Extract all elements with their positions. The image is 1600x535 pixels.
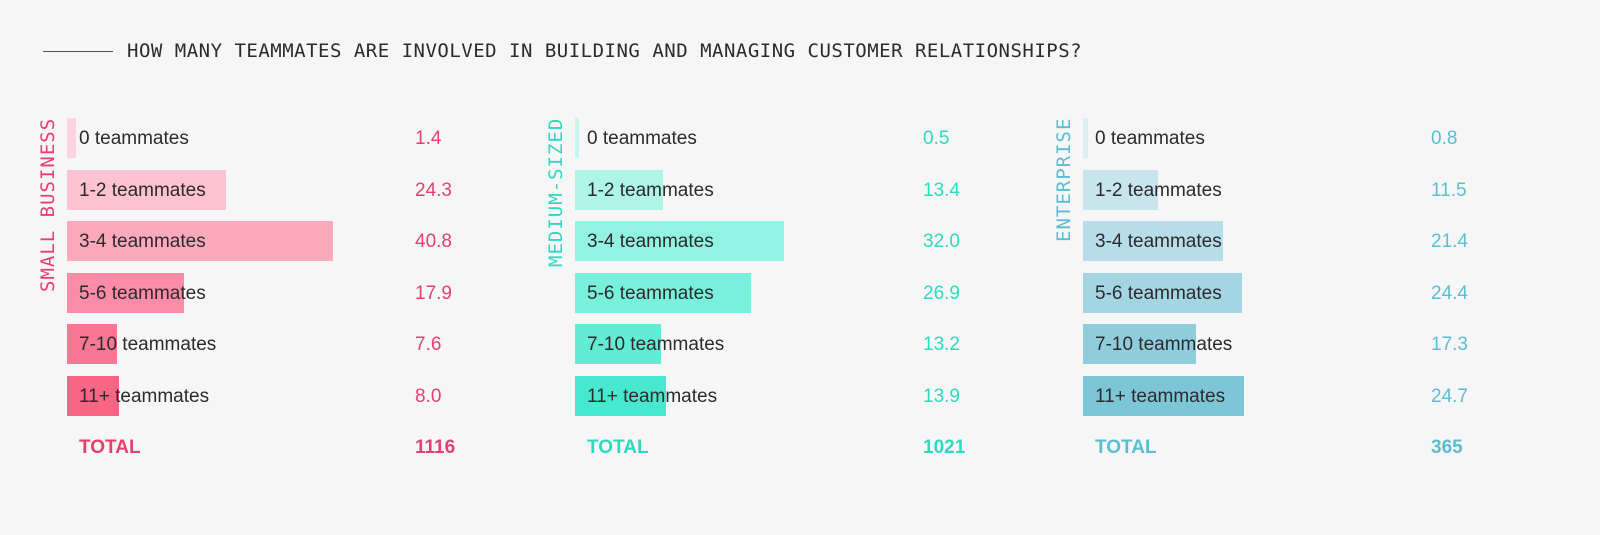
value-label: 24.3: [415, 179, 452, 201]
value-label: 0.5: [923, 128, 950, 149]
category-label: 1-2 teammates: [1095, 179, 1222, 201]
category-label: 1-2 teammates: [79, 179, 206, 201]
bar-row: 1-2 teammates 24.3: [67, 169, 497, 210]
category-label: 1-2 teammates: [587, 179, 714, 201]
bar: [67, 221, 334, 261]
bar: [1083, 169, 1159, 210]
bar: [575, 169, 663, 210]
total-label: TOTAL: [1095, 437, 1157, 458]
bar: [575, 221, 784, 261]
bar-row: 5-6 teammates 17.9: [67, 272, 497, 313]
bar: [1083, 118, 1089, 158]
value-label: 0.8: [1431, 128, 1458, 149]
total-value: 1021: [923, 437, 966, 458]
bar: [1083, 375, 1245, 416]
category-label: 7-10 teammates: [587, 334, 725, 355]
bar-row: 7-10 teammates 13.2: [575, 324, 1005, 364]
value-label: 26.9: [923, 282, 960, 304]
segment-label: MEDIUM-SIZED: [545, 118, 567, 268]
category-label: 3-4 teammates: [79, 231, 206, 252]
title-rule: [43, 50, 113, 52]
bar: [1083, 324, 1196, 364]
category-label: 3-4 teammates: [1095, 231, 1222, 252]
chart-panel-2: ENTERPRISE 0 teammates 0.8 1-2 teammates 11.…: [1053, 115, 1513, 475]
total-value: 365: [1431, 437, 1463, 458]
bar: [575, 272, 751, 313]
category-label: 5-6 teammates: [587, 282, 714, 304]
bar-row: 3-4 teammates 40.8: [67, 221, 497, 261]
category-label: 11+ teammates: [79, 385, 210, 407]
value-label: 32.0: [923, 231, 960, 252]
bar-row: 11+ teammates 24.7: [1083, 375, 1513, 416]
category-label: 11+ teammates: [1095, 385, 1226, 407]
bar-row: 1-2 teammates 13.4: [575, 169, 1005, 210]
value-label: 13.2: [923, 334, 960, 355]
bar: [575, 118, 579, 158]
total-label: TOTAL: [587, 437, 649, 458]
segment-label: ENTERPRISE: [1053, 118, 1075, 243]
value-label: 17.9: [415, 282, 452, 304]
category-label: 0 teammates: [79, 128, 189, 149]
chart-panel-1: MEDIUM-SIZED 0 teammates 0.5 1-2 teammates 1…: [545, 115, 1005, 475]
segment-label: SMALL BUSINESS: [37, 118, 59, 293]
value-label: 17.3: [1431, 334, 1468, 355]
bar-row: 5-6 teammates 26.9: [575, 272, 1005, 313]
bar: [67, 272, 184, 313]
bar: [67, 118, 77, 158]
value-label: 40.8: [415, 231, 452, 252]
value-label: 24.4: [1431, 282, 1468, 304]
category-label: 0 teammates: [1095, 128, 1205, 149]
bar-row: 7-10 teammates 7.6: [67, 324, 497, 364]
bar-row: 0 teammates 1.4: [67, 118, 497, 158]
bar: [1083, 272, 1243, 313]
bar-row: 7-10 teammates 17.3: [1083, 324, 1513, 364]
bar-row: 5-6 teammates 24.4: [1083, 272, 1513, 313]
bar: [67, 375, 120, 416]
category-label: 7-10 teammates: [1095, 334, 1233, 355]
bar: [575, 375, 666, 416]
value-label: 8.0: [415, 385, 442, 407]
category-label: 5-6 teammates: [1095, 282, 1222, 304]
value-label: 24.7: [1431, 385, 1468, 407]
bar-row: 0 teammates 0.8: [1083, 118, 1513, 158]
chart-panel-0: SMALL BUSINESS 0 teammates 1.4 1-2 teammate…: [37, 115, 497, 475]
bar-row: 3-4 teammates 21.4: [1083, 221, 1513, 261]
category-label: 5-6 teammates: [79, 282, 206, 304]
total-label: TOTAL: [79, 437, 141, 458]
category-label: 3-4 teammates: [587, 231, 714, 252]
value-label: 13.9: [923, 385, 960, 407]
bar: [1083, 221, 1223, 261]
category-label: 0 teammates: [587, 128, 697, 149]
chart-title-row: HOW MANY TEAMMATES ARE INVOLVED IN BUILD…: [43, 40, 1082, 62]
bar-row: 11+ teammates 13.9: [575, 375, 1005, 416]
value-label: 11.5: [1431, 179, 1467, 201]
category-label: 7-10 teammates: [79, 334, 217, 355]
bar: [575, 324, 662, 364]
chart-title: HOW MANY TEAMMATES ARE INVOLVED IN BUILD…: [127, 40, 1083, 62]
category-label: 11+ teammates: [587, 385, 718, 407]
bar-row: 3-4 teammates 32.0: [575, 221, 1005, 261]
bar: [67, 324, 117, 364]
bar: [67, 169, 226, 210]
value-label: 21.4: [1431, 231, 1468, 252]
value-label: 7.6: [415, 334, 442, 355]
value-label: 1.4: [415, 128, 442, 149]
bar-row: 11+ teammates 8.0: [67, 375, 497, 416]
value-label: 13.4: [923, 179, 960, 201]
bar-row: 1-2 teammates 11.5: [1083, 169, 1513, 210]
bar-row: 0 teammates 0.5: [575, 118, 1005, 158]
total-value: 1116: [415, 437, 456, 458]
